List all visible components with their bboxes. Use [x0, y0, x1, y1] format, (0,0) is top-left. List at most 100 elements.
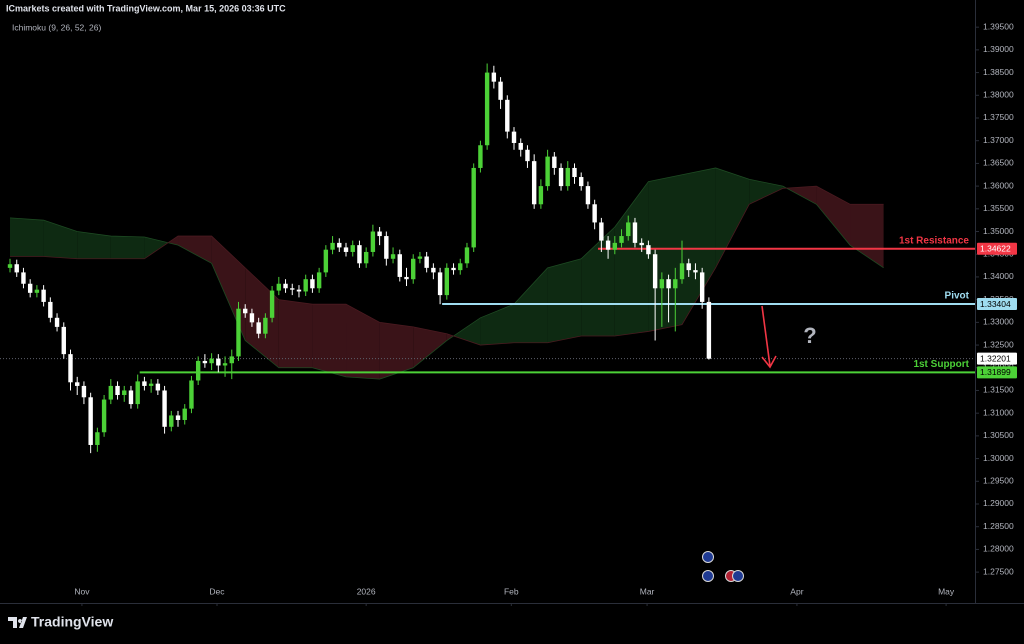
candle-body — [585, 186, 591, 205]
cloud-segment — [77, 231, 111, 259]
flag-icon[interactable] — [702, 551, 714, 563]
candle-body — [552, 156, 557, 168]
brand-icon — [8, 617, 27, 628]
candle-body — [652, 254, 658, 289]
candle-body — [464, 247, 470, 264]
candle-body — [505, 99, 510, 132]
candle-body — [249, 313, 255, 323]
candle-body — [404, 276, 409, 280]
candle-body — [659, 279, 665, 289]
x-tick-label: Dec — [209, 586, 225, 596]
candle-body — [699, 272, 705, 302]
cloud-segment — [168, 236, 179, 246]
candle-body — [122, 390, 127, 396]
x-tick-label: Apr — [790, 586, 803, 596]
candle-body — [75, 382, 80, 386]
cloud-span-a — [9, 167, 884, 380]
candle-body — [451, 267, 456, 271]
level-name: Pivot — [945, 291, 970, 302]
candle-body — [511, 131, 517, 143]
y-tick-label: 1.30500 — [983, 430, 1014, 440]
candle-body — [243, 308, 248, 314]
y-tick-label: 1.36500 — [983, 158, 1014, 168]
cloud-span-b — [10, 185, 884, 346]
candle-body — [88, 397, 93, 445]
candle-body — [484, 72, 490, 146]
y-tick-label: 1.37000 — [983, 135, 1014, 145]
candle-body — [666, 279, 671, 289]
cloud-segment — [110, 236, 145, 259]
candle-body — [202, 360, 208, 364]
candle-body — [195, 360, 201, 381]
y-tick-label: 1.29500 — [983, 476, 1014, 486]
cloud-segment — [514, 267, 548, 343]
price-tag-label: 1.33404 — [980, 299, 1011, 309]
candle-body — [626, 222, 631, 237]
candles — [7, 63, 712, 454]
candle-body — [444, 267, 450, 296]
candle-body — [337, 242, 342, 248]
candle-body — [316, 272, 322, 289]
flag-icon[interactable] — [732, 570, 744, 582]
candle-body — [34, 289, 40, 293]
y-tick-label: 1.27500 — [983, 566, 1014, 576]
candle-body — [61, 326, 66, 355]
cloud-segment — [312, 304, 347, 377]
level-name: 1st Resistance — [899, 235, 969, 246]
cloud-segment — [682, 167, 716, 325]
y-tick-label: 1.29000 — [983, 498, 1014, 508]
y-tick-label: 1.35500 — [983, 203, 1014, 213]
price-tags: 1.32201 1.34622 1.33404 1.31899 — [977, 242, 1017, 379]
candle-body — [531, 161, 537, 205]
level-name: 1st Support — [913, 359, 969, 370]
cloud-segment — [715, 167, 750, 268]
question-mark: ? — [803, 323, 816, 348]
price-tag — [977, 366, 1017, 379]
candle-body — [525, 149, 530, 162]
y-tick-label: 1.28000 — [983, 544, 1014, 554]
x-tick-label: May — [938, 586, 955, 596]
candle-body — [41, 289, 46, 302]
candle-body — [545, 156, 550, 187]
candle-body — [437, 272, 443, 296]
candle-body — [673, 279, 678, 289]
price-tag-label: 1.34622 — [980, 243, 1011, 253]
candle-body — [175, 415, 181, 420]
flag-icon[interactable] — [702, 570, 714, 582]
candle-body — [478, 145, 483, 168]
y-tick-label: 1.37500 — [983, 112, 1014, 122]
cloud-segment — [278, 299, 313, 368]
candle-body — [491, 72, 497, 82]
cloud-segment — [614, 181, 649, 336]
y-tick-label: 1.39000 — [983, 44, 1014, 54]
candle-body — [48, 301, 53, 318]
y-tick-label: 1.34000 — [983, 271, 1014, 281]
candle-body — [142, 381, 147, 386]
candle-body — [706, 301, 712, 359]
cloud-segment — [346, 304, 380, 380]
ichimoku-cloud — [9, 167, 884, 380]
candle-body — [256, 322, 261, 334]
candle-body — [283, 283, 288, 289]
candle-body — [148, 383, 154, 386]
candle-body — [377, 231, 382, 237]
candle-body — [14, 264, 19, 273]
cloud-segment — [648, 174, 683, 332]
arrow-annotation — [761, 305, 777, 369]
x-tick-label: Feb — [504, 586, 519, 596]
candle-body — [411, 258, 416, 280]
candle-body — [538, 186, 544, 205]
candle-body — [518, 142, 523, 150]
candle-body — [81, 385, 87, 398]
candle-body — [605, 240, 611, 250]
candle-body — [128, 390, 134, 405]
x-tick-label: 2026 — [357, 586, 376, 596]
x-tick-label: Nov — [74, 586, 90, 596]
candle-body — [397, 254, 402, 277]
candle-body — [269, 290, 275, 318]
candle-body — [276, 283, 282, 291]
candle-body — [639, 242, 644, 246]
brand-name: TradingView — [31, 614, 113, 630]
cloud-segment — [816, 186, 851, 246]
